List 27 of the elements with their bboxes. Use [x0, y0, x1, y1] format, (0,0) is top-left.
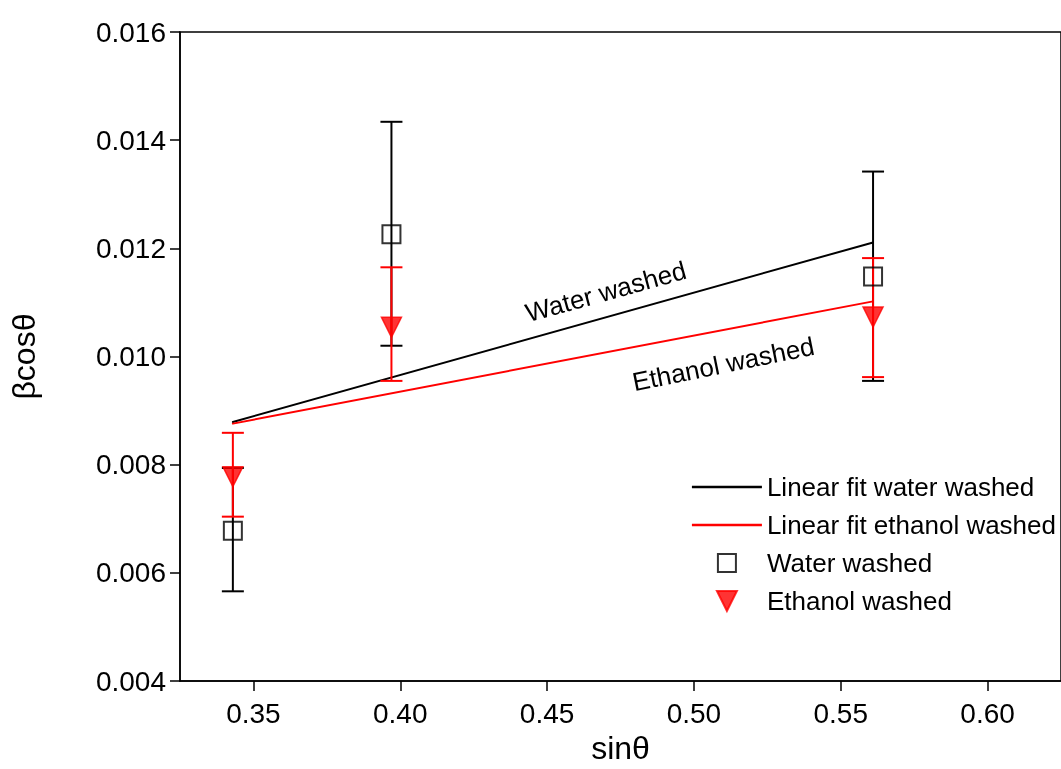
point [380, 316, 403, 339]
point [222, 465, 244, 488]
point [862, 306, 884, 328]
y-tick-label: 0.010 [95, 341, 166, 373]
x-tick-label: 0.40 [373, 697, 428, 729]
x-tick-label: 0.35 [226, 697, 281, 729]
x-tick-label: 0.55 [813, 697, 868, 729]
y-axis-title: βcosθ [6, 313, 42, 400]
y-tick-label: 0.006 [95, 557, 166, 589]
x-axis-title: sinθ [591, 730, 650, 766]
legend-label: Linear fit water washed [766, 472, 1035, 502]
point [863, 266, 884, 287]
annotation: Ethanol washed [629, 330, 817, 398]
y-tick-label: 0.012 [95, 232, 166, 264]
x-tick-label: 0.45 [519, 697, 575, 729]
y-tick-label: 0.008 [95, 449, 166, 481]
y-tick-label: 0.014 [95, 124, 166, 156]
legend-label: Linear fit ethanol washed [766, 510, 1057, 540]
y-tick-label: 0.016 [95, 16, 166, 48]
point [222, 520, 243, 541]
legend-label: Water washed [766, 548, 933, 578]
point [381, 224, 402, 245]
legend-label: Ethanol washed [766, 586, 952, 616]
x-tick-label: 0.60 [960, 697, 1015, 729]
y-tick-label: 0.004 [95, 665, 166, 697]
x-tick-label: 0.50 [666, 697, 722, 729]
annotation: Water washed [522, 255, 690, 329]
